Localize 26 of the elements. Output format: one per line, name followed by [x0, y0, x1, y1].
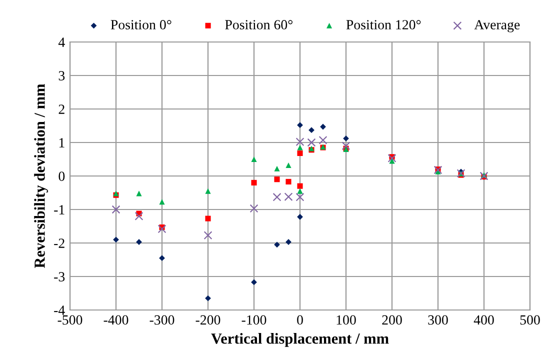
x-axis-title: Vertical displacement / mm [211, 333, 389, 347]
y-tick-label: -3 [54, 272, 65, 282]
y-tick-label: 4 [58, 38, 65, 47]
legend-label: Position 60° [225, 20, 292, 30]
y-tick-label: -1 [54, 205, 64, 214]
x-tick-label: 0 [297, 315, 303, 325]
legend-label: Position 0° [110, 20, 172, 30]
legend-label: Position 120° [346, 20, 421, 30]
x-tick-label: -100 [242, 315, 266, 325]
y-tick-label: -2 [54, 238, 64, 248]
legend-label: Average [474, 20, 520, 32]
x-tick-label: -500 [58, 315, 82, 325]
x-tick-label: -300 [150, 315, 174, 325]
y-tick-label: 2 [58, 104, 64, 114]
y-axis-title: Reversibility deviation / mm [34, 84, 48, 268]
y-tick-label: 3 [58, 71, 65, 80]
x-tick-label: 300 [428, 315, 448, 325]
x-tick-label: -200 [196, 315, 220, 325]
y-tick-label: -4 [54, 306, 65, 315]
x-tick-label: 200 [382, 315, 402, 325]
x-tick-label: 400 [474, 315, 494, 325]
y-tick-label: 0 [58, 172, 65, 181]
x-tick-label: 500 [520, 315, 540, 325]
x-tick-label: -400 [104, 315, 128, 325]
x-tick-label: 100 [336, 315, 356, 325]
y-tick-label: 1 [59, 138, 64, 148]
